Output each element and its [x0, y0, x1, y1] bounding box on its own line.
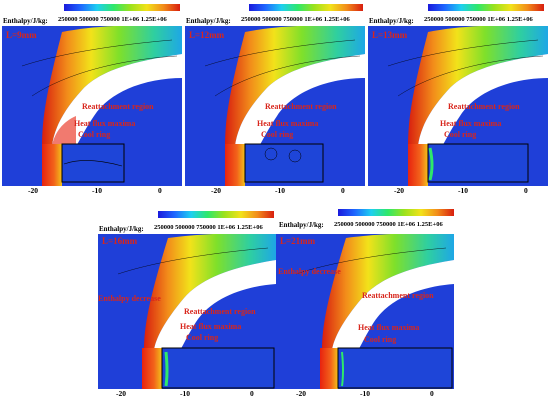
x-tick: -20 [296, 389, 306, 398]
colorbar-title: Enthalpy/J/kg: [369, 17, 414, 25]
reattachment-label: Reattachment region [448, 102, 520, 111]
colorbar-title: Enthalpy/J/kg: [3, 17, 48, 25]
x-tick: -10 [275, 186, 285, 195]
reattachment-label: Reattachment region [82, 102, 154, 111]
heat-flux-label: Heat flux maxima [358, 323, 420, 332]
enthalpy-decrease-label: Enthalpy decrease [98, 294, 161, 303]
x-tick: -20 [116, 389, 126, 398]
colorbar [64, 4, 180, 11]
cool-ring-label: Cool ring [186, 333, 219, 342]
x-tick: 0 [430, 389, 434, 398]
enthalpy-decrease-label: Enthalpy decrease [278, 267, 341, 276]
colorbar-ticks: 250000 500000 750000 1E+06 1.25E+06 [241, 16, 350, 23]
panel-label: L=9mm [6, 30, 37, 40]
colorbar-title: Enthalpy/J/kg: [279, 221, 324, 229]
x-tick: -10 [92, 186, 102, 195]
heat-flux-label: Heat flux maxima [257, 119, 319, 128]
heat-flux-label: Heat flux maxima [180, 322, 242, 331]
panel-label: L=12mm [189, 30, 225, 40]
colorbar [249, 4, 363, 11]
reattachment-label: Reattachment region [184, 307, 256, 316]
heat-flux-label: Heat flux maxima [440, 119, 502, 128]
colorbar-ticks: 250000 500000 750000 1E+06 1.25E+06 [334, 221, 443, 228]
colorbar-title: Enthalpy/J/kg: [186, 17, 231, 25]
panel-c: Enthalpy/J/kg: 250000 500000 750000 1E+0… [366, 0, 550, 200]
x-tick: -10 [180, 389, 190, 398]
x-tick: -20 [28, 186, 38, 195]
reattachment-label: Reattachment region [265, 102, 337, 111]
cool-ring-label: Cool ring [78, 130, 111, 139]
x-tick: 0 [158, 186, 162, 195]
panel-label: L=13mm [372, 30, 408, 40]
colorbar-ticks: 250000 500000 750000 1E+06 1.25E+06 [424, 16, 533, 23]
enthalpy-contour-plot [2, 26, 182, 186]
x-tick: 0 [524, 186, 528, 195]
panel-label: L=16mm [102, 236, 138, 246]
enthalpy-contour-plot [276, 234, 454, 389]
panel-a: Enthalpy/J/kg: 250000 500000 750000 1E+0… [0, 0, 182, 200]
colorbar-ticks: 250000 500000 750000 1E+06 1.25E+06 [154, 224, 263, 231]
cool-ring-label: Cool ring [444, 130, 477, 139]
x-tick: 0 [250, 389, 254, 398]
colorbar [428, 4, 544, 11]
x-tick: -20 [394, 186, 404, 195]
colorbar [158, 211, 274, 218]
reattachment-label: Reattachment region [362, 291, 434, 300]
panel-e: Enthalpy/J/kg: 250000 500000 750000 1E+0… [276, 205, 456, 400]
colorbar-ticks: 250000 500000 750000 1E+06 1.25E+06 [58, 16, 167, 23]
x-tick: -10 [360, 389, 370, 398]
x-tick: -10 [458, 186, 468, 195]
heat-flux-label: Heat flux maxima [74, 119, 136, 128]
panel-b: Enthalpy/J/kg: 250000 500000 750000 1E+0… [183, 0, 365, 200]
enthalpy-contour-plot [368, 26, 548, 186]
x-tick: -20 [211, 186, 221, 195]
enthalpy-contour-plot [98, 234, 276, 389]
colorbar [338, 209, 454, 216]
cool-ring-label: Cool ring [364, 335, 397, 344]
panel-label: L=21mm [280, 236, 316, 246]
panel-d: Enthalpy/J/kg: 250000 500000 750000 1E+0… [96, 205, 276, 400]
cool-ring-label: Cool ring [261, 130, 294, 139]
colorbar-title: Enthalpy/J/kg: [99, 225, 144, 233]
x-tick: 0 [341, 186, 345, 195]
enthalpy-contour-plot [185, 26, 365, 186]
